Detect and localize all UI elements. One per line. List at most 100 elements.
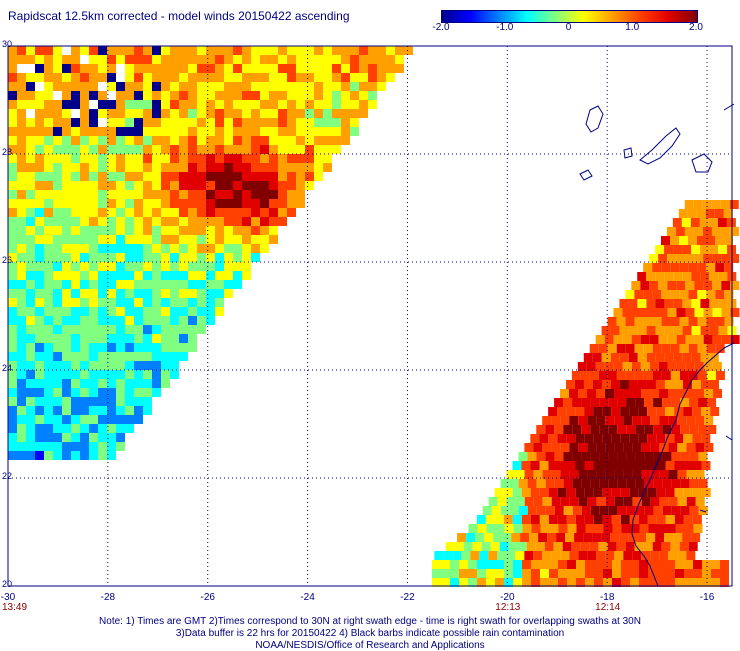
wind-cell <box>134 298 143 307</box>
wind-cell <box>125 334 134 343</box>
wind-cell <box>152 307 161 316</box>
wind-cell <box>278 190 287 199</box>
wind-cell <box>679 344 689 353</box>
wind-cell <box>125 163 134 172</box>
wind-cell <box>71 172 80 181</box>
wind-cell <box>350 109 359 118</box>
wind-cell <box>533 551 543 560</box>
wind-cell <box>152 343 161 352</box>
wind-cell <box>89 217 98 226</box>
wind-cell <box>649 281 659 290</box>
wind-cell <box>134 100 143 109</box>
island-la-gomera <box>623 147 633 159</box>
wind-cell <box>664 272 674 281</box>
wind-cell <box>623 389 633 398</box>
wind-cell <box>260 226 269 235</box>
wind-cell <box>71 415 80 424</box>
wind-cell <box>242 271 251 280</box>
wind-cell <box>35 253 44 262</box>
wind-cell <box>578 416 588 425</box>
wind-cell <box>143 271 152 280</box>
wind-cell <box>143 253 152 262</box>
wind-cell <box>649 362 659 371</box>
wind-cell <box>98 91 107 100</box>
wind-cell <box>143 91 152 100</box>
wind-cell <box>599 479 609 488</box>
wind-cell <box>652 344 662 353</box>
wind-cell <box>260 181 269 190</box>
wind-cell <box>668 551 678 560</box>
wind-cell <box>495 578 504 587</box>
wind-cell <box>332 64 341 73</box>
wind-cell <box>698 452 708 461</box>
wind-cell <box>89 235 98 244</box>
wind-cell <box>477 524 487 533</box>
wind-cell <box>296 154 305 163</box>
wind-cell <box>511 533 521 542</box>
wind-cell <box>718 272 728 281</box>
wind-cell <box>730 308 740 317</box>
wind-cell <box>700 380 710 389</box>
wind-cell <box>715 344 725 353</box>
wind-cell <box>188 91 197 100</box>
wind-cell <box>551 497 561 506</box>
wind-cell <box>53 352 62 361</box>
wind-cell <box>35 307 44 316</box>
wind-cell <box>643 290 653 299</box>
wind-cell <box>278 55 287 64</box>
wind-cell <box>152 226 161 235</box>
wind-cell <box>224 82 233 91</box>
longitude-label: -16 <box>699 592 715 603</box>
wind-cell <box>641 551 651 560</box>
wind-cell <box>619 326 629 335</box>
wind-cell <box>260 136 269 145</box>
wind-cell <box>26 388 35 397</box>
wind-cell <box>179 316 188 325</box>
wind-cell <box>621 560 630 569</box>
wind-cell <box>350 55 359 64</box>
wind-cell <box>71 262 80 271</box>
wind-cell <box>98 307 107 316</box>
wind-cell <box>62 172 71 181</box>
wind-cell <box>116 262 125 271</box>
wind-cell <box>125 145 134 154</box>
wind-cell <box>233 262 242 271</box>
wind-cell <box>512 461 522 470</box>
wind-cell <box>494 488 504 497</box>
wind-cell <box>89 352 98 361</box>
wind-cell <box>718 326 728 335</box>
wind-cell <box>251 82 260 91</box>
wind-cell <box>341 118 350 127</box>
wind-cell <box>71 253 80 262</box>
wind-cell <box>332 136 341 145</box>
wind-cell <box>215 82 224 91</box>
wind-cell <box>125 325 134 334</box>
wind-cell <box>215 145 224 154</box>
wind-cell <box>323 136 332 145</box>
wind-cell <box>134 118 143 127</box>
wind-cell <box>188 307 197 316</box>
wind-cell <box>89 316 98 325</box>
wind-cell <box>685 362 695 371</box>
wind-cell <box>650 416 660 425</box>
wind-cell <box>224 64 233 73</box>
wind-cell <box>161 244 170 253</box>
wind-cell <box>53 127 62 136</box>
wind-cell <box>8 64 17 73</box>
wind-cell <box>179 280 188 289</box>
wind-cell <box>188 280 197 289</box>
wind-cell <box>686 497 696 506</box>
wind-cell <box>530 461 540 470</box>
wind-cell <box>695 470 705 479</box>
wind-cell <box>305 163 314 172</box>
wind-cell <box>206 181 215 190</box>
wind-cell <box>98 64 107 73</box>
wind-cell <box>134 226 143 235</box>
wind-cell <box>653 398 663 407</box>
wind-cell <box>179 91 188 100</box>
wind-cell <box>314 64 323 73</box>
wind-cell <box>667 308 677 317</box>
wind-cell <box>125 298 134 307</box>
wind-cell <box>170 172 179 181</box>
wind-cell <box>665 488 675 497</box>
